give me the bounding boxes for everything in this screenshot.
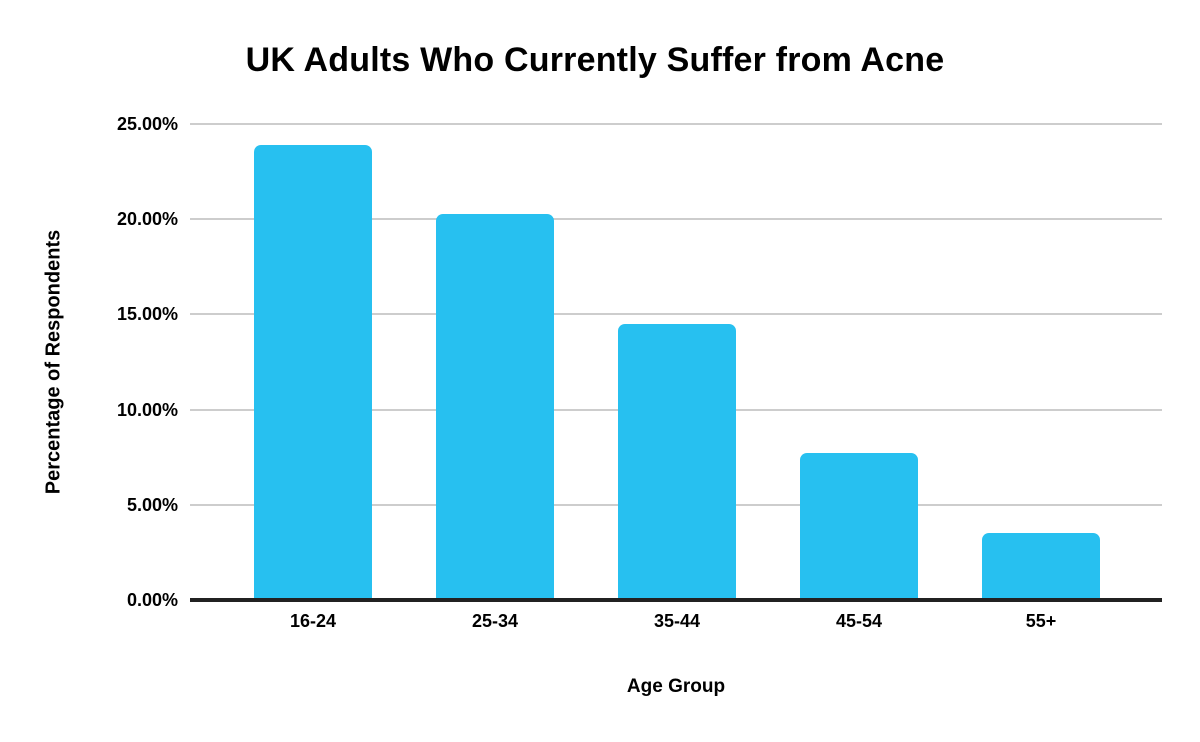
bar-slot — [586, 124, 768, 600]
bar-slot — [404, 124, 586, 600]
y-axis-tick-labels: 0.00% 5.00% 10.00% 15.00% 20.00% 25.00% — [0, 114, 178, 610]
bars-row — [190, 124, 1162, 600]
bar-25-34 — [436, 213, 554, 600]
bar-slot — [768, 124, 950, 600]
x-tick-label: 25-34 — [471, 611, 519, 631]
bar-35-44 — [618, 323, 736, 600]
x-axis-line — [190, 598, 1162, 602]
x-axis-tick-labels: 16-24 25-34 35-44 45-54 55+ — [190, 608, 1162, 634]
y-tick-label: 25.00% — [116, 114, 178, 134]
bar-slot — [222, 124, 404, 600]
x-axis-title: Age Group — [626, 676, 726, 697]
bar-55+ — [982, 533, 1100, 600]
x-tick-label: 35-44 — [653, 611, 701, 631]
y-tick-label: 10.00% — [116, 399, 178, 420]
gridline — [190, 123, 1162, 125]
y-tick-label: 0.00% — [126, 590, 178, 610]
plot-area — [190, 123, 1162, 602]
gridline — [190, 313, 1162, 316]
y-tick-label: 15.00% — [116, 304, 178, 325]
bar-slot — [950, 124, 1132, 600]
x-tick-label: 45-54 — [835, 611, 883, 631]
x-tick-label: 55+ — [1025, 611, 1057, 631]
chart-title: UK Adults Who Currently Suffer from Acne — [245, 41, 945, 79]
x-tick-label: 16-24 — [289, 611, 337, 631]
gridline — [190, 218, 1162, 221]
y-tick-label: 20.00% — [116, 209, 178, 230]
y-tick-label: 5.00% — [126, 494, 178, 515]
bar-16-24 — [254, 144, 372, 600]
bar-45-54 — [800, 453, 918, 600]
